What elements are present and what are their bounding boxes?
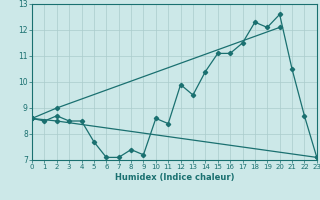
X-axis label: Humidex (Indice chaleur): Humidex (Indice chaleur) xyxy=(115,173,234,182)
